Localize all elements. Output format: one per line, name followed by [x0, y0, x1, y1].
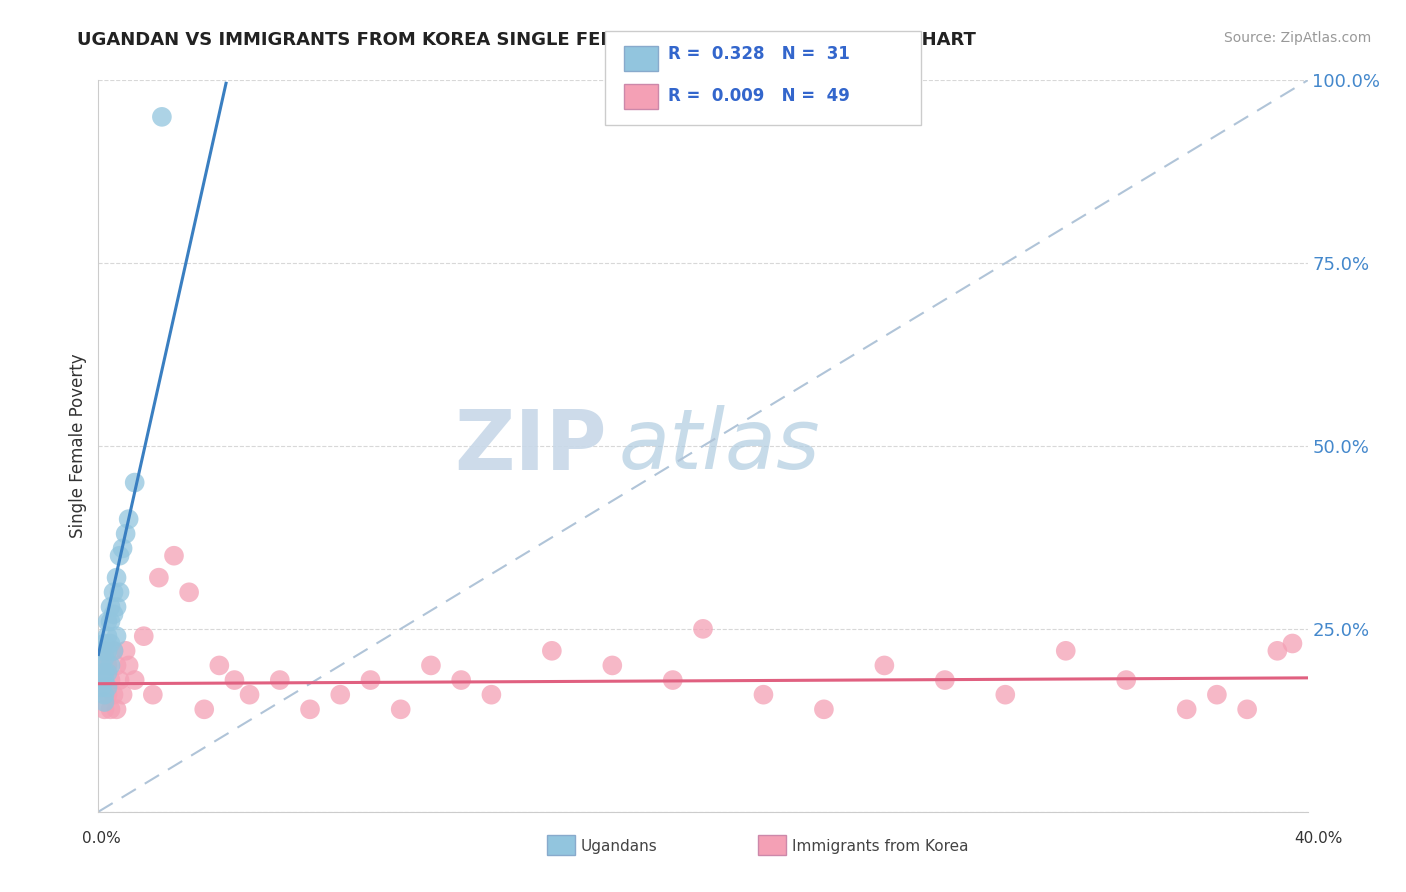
- Point: [1267, 644, 1289, 658]
- Point: [540, 644, 562, 658]
- Point: [103, 585, 125, 599]
- Point: [105, 571, 128, 585]
- Point: [96, 665, 118, 680]
- Point: [100, 702, 122, 716]
- Point: [269, 673, 291, 687]
- Point: [994, 688, 1017, 702]
- Point: [105, 629, 128, 643]
- Point: [873, 658, 896, 673]
- Point: [90, 681, 112, 695]
- Point: [100, 615, 122, 629]
- Point: [108, 673, 131, 687]
- Point: [420, 658, 443, 673]
- Point: [329, 688, 352, 702]
- Point: [93, 673, 115, 687]
- Point: [118, 658, 141, 673]
- Point: [163, 549, 186, 563]
- Point: [114, 526, 136, 541]
- Point: [1054, 644, 1077, 658]
- Point: [1236, 702, 1258, 716]
- Point: [105, 702, 128, 716]
- Text: R =  0.009   N =  49: R = 0.009 N = 49: [668, 87, 849, 104]
- Point: [148, 571, 170, 585]
- Point: [105, 658, 128, 673]
- Text: atlas: atlas: [619, 406, 820, 486]
- Point: [1281, 636, 1303, 650]
- Point: [360, 673, 382, 687]
- Point: [108, 549, 131, 563]
- Point: [93, 702, 115, 716]
- Text: Source: ZipAtlas.com: Source: ZipAtlas.com: [1223, 31, 1371, 45]
- Point: [96, 658, 118, 673]
- Point: [96, 688, 118, 702]
- Point: [96, 629, 118, 643]
- Point: [124, 673, 146, 687]
- Point: [224, 673, 246, 687]
- Point: [111, 688, 134, 702]
- Point: [108, 585, 131, 599]
- Point: [239, 688, 262, 702]
- Point: [105, 599, 128, 614]
- Point: [103, 607, 125, 622]
- Point: [752, 688, 775, 702]
- Point: [193, 702, 215, 716]
- Point: [90, 673, 112, 687]
- Text: UGANDAN VS IMMIGRANTS FROM KOREA SINGLE FEMALE POVERTY CORRELATION CHART: UGANDAN VS IMMIGRANTS FROM KOREA SINGLE …: [77, 31, 976, 49]
- Point: [100, 673, 122, 687]
- Point: [93, 636, 115, 650]
- Point: [1115, 673, 1137, 687]
- Point: [813, 702, 835, 716]
- Point: [142, 688, 165, 702]
- Point: [96, 681, 118, 695]
- Text: R =  0.328   N =  31: R = 0.328 N = 31: [668, 45, 849, 62]
- Point: [96, 644, 118, 658]
- Point: [93, 695, 115, 709]
- Point: [93, 644, 115, 658]
- Point: [103, 688, 125, 702]
- Text: 0.0%: 0.0%: [82, 831, 121, 846]
- Point: [934, 673, 956, 687]
- Point: [93, 688, 115, 702]
- Point: [90, 644, 112, 658]
- Text: Immigrants from Korea: Immigrants from Korea: [792, 839, 969, 854]
- Point: [100, 658, 122, 673]
- Text: Ugandans: Ugandans: [581, 839, 658, 854]
- Point: [103, 644, 125, 658]
- Point: [124, 475, 146, 490]
- Point: [179, 585, 201, 599]
- Point: [692, 622, 714, 636]
- Point: [93, 651, 115, 665]
- Point: [100, 599, 122, 614]
- Point: [90, 658, 112, 673]
- Point: [96, 615, 118, 629]
- Point: [450, 673, 472, 687]
- Point: [661, 673, 683, 687]
- Text: 40.0%: 40.0%: [1295, 831, 1343, 846]
- Point: [602, 658, 624, 673]
- Point: [150, 110, 173, 124]
- Point: [1206, 688, 1229, 702]
- Point: [208, 658, 231, 673]
- Point: [1175, 702, 1198, 716]
- Point: [111, 541, 134, 556]
- Point: [93, 665, 115, 680]
- Point: [100, 636, 122, 650]
- Point: [103, 644, 125, 658]
- Point: [389, 702, 412, 716]
- Text: ZIP: ZIP: [454, 406, 606, 486]
- Point: [132, 629, 155, 643]
- Point: [299, 702, 322, 716]
- Point: [481, 688, 503, 702]
- Y-axis label: Single Female Poverty: Single Female Poverty: [69, 354, 87, 538]
- Point: [118, 512, 141, 526]
- Point: [114, 644, 136, 658]
